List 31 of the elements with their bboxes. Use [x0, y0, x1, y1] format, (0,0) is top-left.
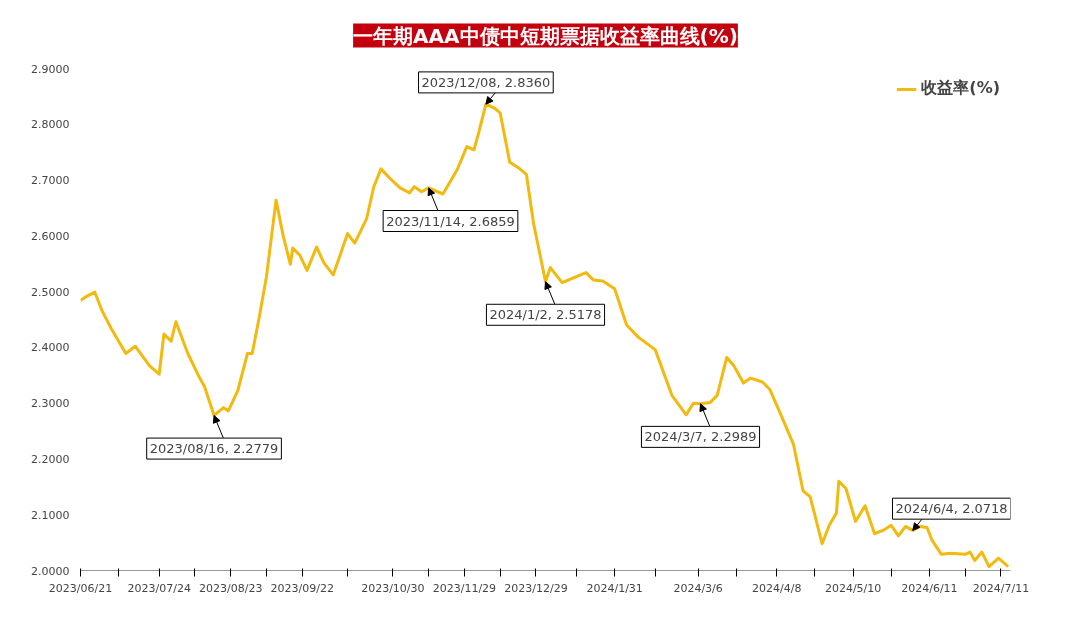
x-tick-label: 2024/3/6 [673, 581, 723, 595]
y-tick-label: 2.7000 [31, 174, 70, 188]
annotation: 2024/1/2, 2.5178 [489, 307, 602, 323]
y-tick-label: 2.9000 [31, 62, 70, 76]
x-tick-label: 2024/4/8 [752, 581, 802, 595]
chart-title: 一年期AAA中债中短期票据收益率曲线(%) [353, 23, 738, 48]
x-tick-label: 2023/08/23 [199, 581, 263, 595]
x-tick-label: 2024/5/10 [824, 581, 882, 595]
y-tick-label: 2.4000 [31, 341, 70, 355]
legend-label: 收益率(%) [921, 78, 1000, 99]
annotation: 2023/08/16, 2.2779 [149, 441, 279, 457]
annotation: 2024/3/7, 2.2989 [644, 429, 757, 445]
y-tick-label: 2.1000 [31, 508, 70, 522]
x-tick-label: 2024/7/11 [972, 581, 1030, 595]
annotation: 2024/6/4, 2.0718 [895, 501, 1008, 517]
x-tick-label: 2023/10/30 [361, 581, 425, 595]
annotation: 2023/11/14, 2.6859 [386, 213, 515, 229]
y-tick-label: 2.6000 [31, 229, 70, 243]
x-tick-label: 2023/07/24 [127, 581, 191, 595]
x-tick-label: 2023/11/29 [432, 581, 497, 595]
y-tick-label: 2.0000 [31, 564, 70, 578]
x-tick-label: 2024/6/11 [901, 581, 958, 595]
y-tick-label: 2.8000 [31, 118, 70, 132]
annotation: 2023/12/08, 2.8360 [421, 74, 551, 90]
y-tick-label: 2.3000 [31, 397, 70, 411]
y-tick-label: 2.5000 [31, 285, 70, 299]
x-tick-label: 2023/09/22 [270, 581, 334, 595]
x-tick-label: 2023/12/29 [504, 581, 568, 595]
x-tick-label: 2024/1/31 [586, 581, 643, 595]
x-tick-label: 2023/06/21 [48, 581, 113, 595]
y-tick-label: 2.2000 [31, 452, 70, 466]
